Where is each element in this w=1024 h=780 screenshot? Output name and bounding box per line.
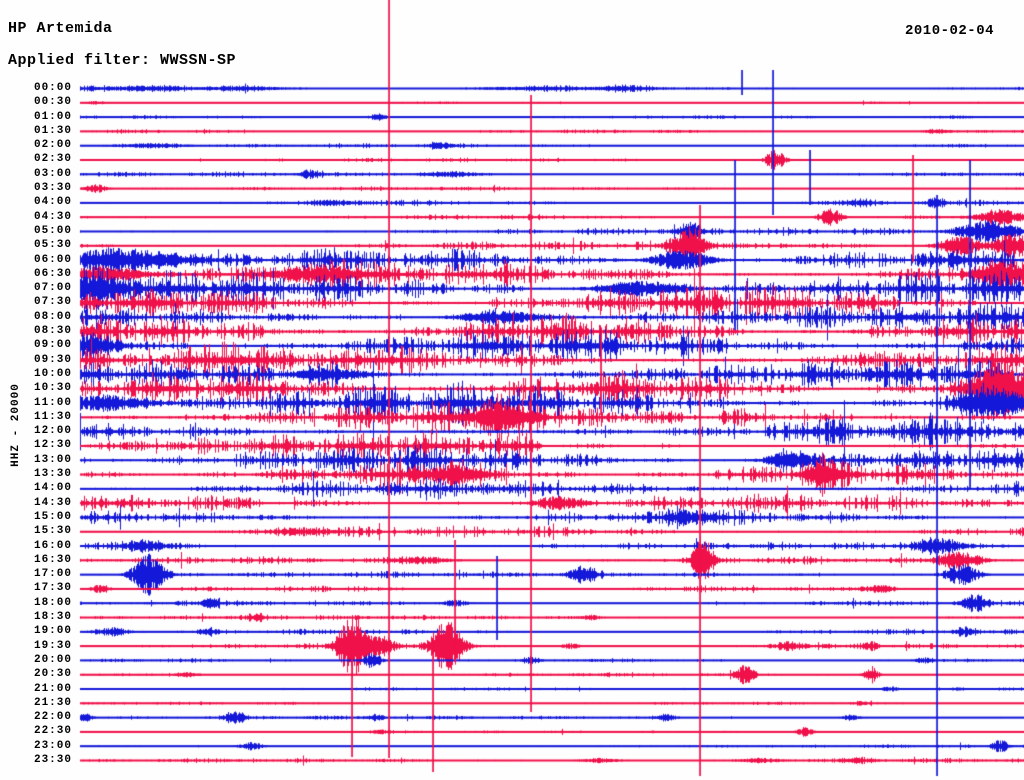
time-label-13:00: 13:00 bbox=[33, 453, 72, 466]
time-label-16:30: 16:30 bbox=[33, 553, 72, 566]
time-label-20:00: 20:00 bbox=[33, 653, 72, 666]
time-label-23:00: 23:00 bbox=[33, 739, 72, 752]
time-label-19:30: 19:30 bbox=[33, 639, 72, 652]
time-label-09:30: 09:30 bbox=[33, 353, 72, 366]
time-label-01:30: 01:30 bbox=[33, 124, 72, 137]
time-label-14:30: 14:30 bbox=[33, 496, 72, 509]
time-label-15:30: 15:30 bbox=[33, 525, 72, 538]
time-label-02:00: 02:00 bbox=[33, 139, 72, 152]
time-label-16:00: 16:00 bbox=[33, 539, 72, 552]
time-label-05:30: 05:30 bbox=[33, 239, 72, 252]
time-label-18:30: 18:30 bbox=[33, 611, 72, 624]
time-label-06:00: 06:00 bbox=[33, 253, 72, 266]
time-label-00:00: 00:00 bbox=[33, 82, 72, 94]
time-label-22:00: 22:00 bbox=[33, 711, 72, 724]
time-label-17:00: 17:00 bbox=[33, 568, 72, 581]
time-label-02:30: 02:30 bbox=[33, 153, 72, 166]
time-label-10:30: 10:30 bbox=[33, 382, 72, 395]
time-label-18:00: 18:00 bbox=[33, 596, 72, 609]
time-label-04:30: 04:30 bbox=[33, 210, 72, 223]
time-label-03:00: 03:00 bbox=[33, 167, 72, 180]
time-label-19:00: 19:00 bbox=[33, 625, 72, 638]
time-label-21:00: 21:00 bbox=[33, 682, 72, 695]
time-label-14:00: 14:00 bbox=[33, 482, 72, 495]
time-label-12:00: 12:00 bbox=[33, 425, 72, 438]
time-label-23:30: 23:30 bbox=[33, 754, 72, 766]
time-label-22:30: 22:30 bbox=[33, 725, 72, 738]
time-label-07:30: 07:30 bbox=[33, 296, 72, 309]
time-label-09:00: 09:00 bbox=[33, 339, 72, 352]
time-label-01:00: 01:00 bbox=[33, 110, 72, 123]
time-label-08:30: 08:30 bbox=[33, 325, 72, 338]
time-label-12:30: 12:30 bbox=[33, 439, 72, 452]
time-label-13:30: 13:30 bbox=[33, 468, 72, 481]
time-label-20:30: 20:30 bbox=[33, 668, 72, 681]
time-label-17:30: 17:30 bbox=[33, 582, 72, 595]
time-label-10:00: 10:00 bbox=[33, 367, 72, 380]
time-label-05:00: 05:00 bbox=[33, 224, 72, 237]
time-label-03:30: 03:30 bbox=[33, 182, 72, 195]
time-label-08:00: 08:00 bbox=[33, 310, 72, 323]
time-label-07:00: 07:00 bbox=[33, 282, 72, 295]
time-label-06:30: 06:30 bbox=[33, 267, 72, 280]
time-label-11:30: 11:30 bbox=[33, 410, 72, 423]
time-label-21:30: 21:30 bbox=[33, 696, 72, 709]
time-label-15:00: 15:00 bbox=[33, 510, 72, 523]
time-label-11:00: 11:00 bbox=[33, 396, 72, 409]
time-label-00:30: 00:30 bbox=[33, 96, 72, 109]
time-label-04:00: 04:00 bbox=[33, 196, 72, 209]
